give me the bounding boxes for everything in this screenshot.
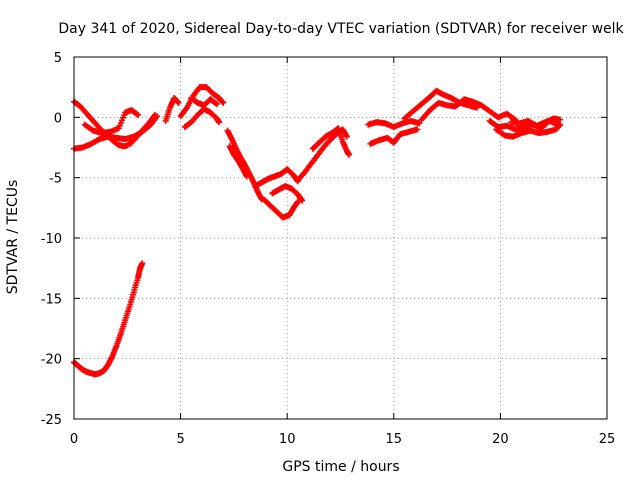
series-trace-d [162,95,182,124]
data-point [133,111,140,118]
data-point [154,113,161,120]
x-axis-label: GPS time / hours [282,459,399,475]
data-point [346,151,353,158]
chart-title: Day 341 of 2020, Sidereal Day-to-day VTE… [58,21,624,37]
y-tick-label: -5 [49,172,62,187]
data-point [299,197,306,204]
series-trace-c [81,107,141,137]
data-point [212,100,219,107]
x-tick-label: 5 [176,432,184,447]
data-point [557,116,564,123]
data-point [213,101,220,108]
series-trace-i [226,143,250,180]
series-trace-b [71,113,161,152]
axis-ticks: 0 5 10 15 20 25 5 0 -5 -10 -15 -20 -25 [41,51,616,447]
series-trace-p [367,126,421,147]
data-point [220,99,227,106]
series-trace-o [365,117,423,130]
y-tick-label: -15 [41,292,62,307]
plot-frame [73,56,608,420]
data-points [71,84,564,378]
data-point [294,198,301,205]
y-tick-label: -10 [41,232,62,247]
data-point [243,173,250,180]
series-trace-g [188,95,220,109]
y-tick-label: -20 [41,353,62,368]
series-trace-k [260,196,301,221]
x-tick-label: 0 [70,432,78,447]
x-tick-label: 15 [386,432,403,447]
series-trace-j [252,166,301,190]
data-point [414,126,421,133]
series-trace-v [71,260,146,378]
series-trace-r [418,96,519,123]
data-point [215,119,222,126]
data-point [134,111,141,118]
series-trace-l [269,183,306,204]
x-tick-label: 25 [599,432,616,447]
series-trace-u [508,115,564,129]
data-point [175,99,182,106]
grid [74,57,607,419]
y-axis-label: SDTVAR / TECUs [5,180,21,295]
y-tick-label: -25 [41,413,62,428]
data-point [139,260,146,267]
data-point [416,120,423,127]
y-tick-label: 5 [54,51,62,66]
series-trace-t [493,121,564,140]
x-tick-label: 20 [492,432,509,447]
data-point [343,133,350,140]
y-tick-label: 0 [54,111,62,126]
series-trace-n [309,125,353,158]
series-trace-h [224,127,265,203]
x-tick-label: 10 [279,432,296,447]
